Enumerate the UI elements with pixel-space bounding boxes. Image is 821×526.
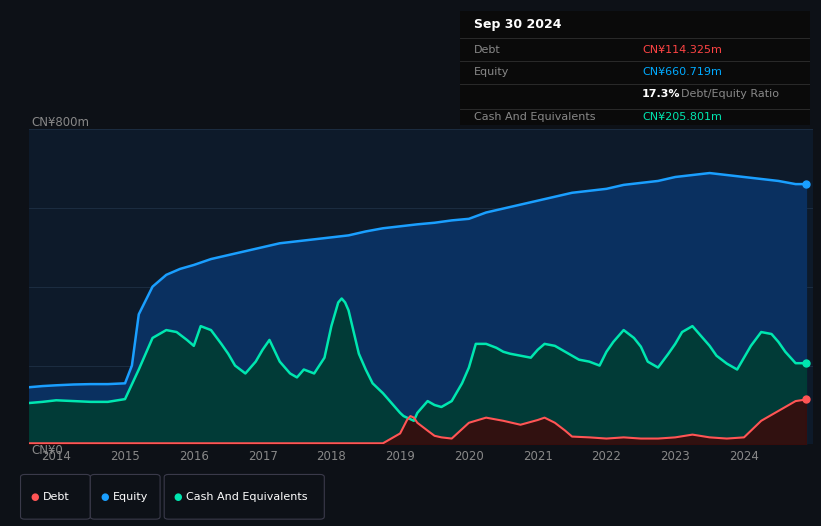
- Text: Debt: Debt: [43, 491, 70, 502]
- Text: CN¥114.325m: CN¥114.325m: [642, 45, 722, 55]
- Text: CN¥660.719m: CN¥660.719m: [642, 67, 722, 77]
- Text: ●: ●: [174, 491, 182, 502]
- Text: Sep 30 2024: Sep 30 2024: [474, 18, 562, 31]
- Text: CN¥800m: CN¥800m: [31, 116, 89, 129]
- Text: Cash And Equivalents: Cash And Equivalents: [474, 112, 595, 122]
- Text: Equity: Equity: [474, 67, 509, 77]
- Text: 17.3%: 17.3%: [642, 89, 681, 99]
- Text: CN¥205.801m: CN¥205.801m: [642, 112, 722, 122]
- Text: ●: ●: [100, 491, 108, 502]
- Text: ●: ●: [30, 491, 39, 502]
- Text: Equity: Equity: [112, 491, 148, 502]
- Text: Debt/Equity Ratio: Debt/Equity Ratio: [681, 89, 778, 99]
- Text: Cash And Equivalents: Cash And Equivalents: [186, 491, 308, 502]
- Text: Debt: Debt: [474, 45, 501, 55]
- Text: CN¥0: CN¥0: [31, 444, 63, 458]
